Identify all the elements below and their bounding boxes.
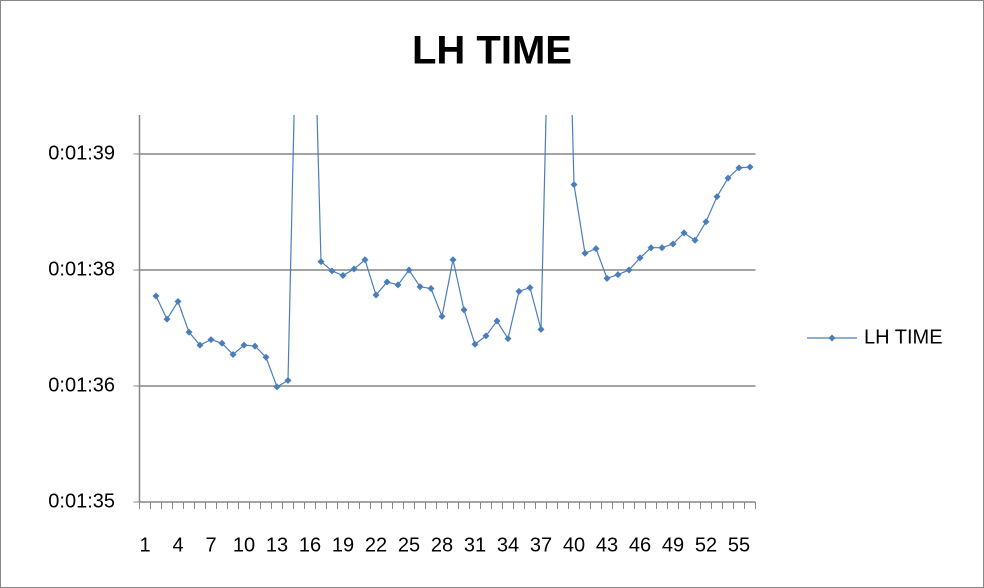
legend-marker: [828, 334, 836, 342]
data-point: [350, 265, 358, 273]
data-point: [471, 340, 479, 348]
y-tick-label: 0:01:39: [48, 142, 115, 164]
data-point: [570, 181, 578, 189]
data-point: [405, 266, 413, 274]
data-point: [207, 336, 215, 344]
data-point: [152, 292, 160, 300]
x-tick-label: 34: [497, 534, 519, 556]
data-point: [746, 163, 754, 171]
legend-label: LH TIME: [864, 326, 943, 348]
data-point: [493, 317, 501, 325]
x-tick-label: 46: [629, 534, 651, 556]
data-point: [482, 332, 490, 340]
data-point: [383, 278, 391, 286]
x-tick-label: 10: [233, 534, 255, 556]
data-point: [317, 258, 325, 266]
data-point: [251, 342, 259, 350]
data-point: [669, 240, 677, 248]
data-point: [163, 315, 171, 323]
x-tick-label: 52: [695, 534, 717, 556]
data-point: [438, 312, 446, 320]
data-point: [394, 281, 402, 289]
data-point: [603, 274, 611, 282]
plot-area: [152, 115, 754, 391]
data-point: [240, 341, 248, 349]
x-tick-label: 25: [398, 534, 420, 556]
y-tick-label: 0:01:38: [48, 258, 115, 280]
x-tick-label: 31: [464, 534, 486, 556]
data-point: [515, 287, 523, 295]
x-tick-label: 55: [728, 534, 750, 556]
data-point: [284, 376, 292, 384]
x-tick-label: 16: [299, 534, 321, 556]
y-tick-label: 0:01:36: [48, 374, 115, 396]
data-point: [229, 350, 237, 358]
data-point: [262, 353, 270, 361]
x-tick-label: 7: [205, 534, 216, 556]
data-point: [449, 256, 457, 264]
data-point: [581, 249, 589, 257]
data-point: [174, 298, 182, 306]
data-point: [702, 218, 710, 226]
x-tick-label: 1: [139, 534, 150, 556]
x-tick-label: 22: [365, 534, 387, 556]
data-point: [416, 283, 424, 291]
data-point: [460, 306, 468, 314]
y-tick-label: 0:01:35: [48, 490, 115, 512]
data-point: [636, 254, 644, 262]
data-point: [372, 291, 380, 299]
data-point: [273, 383, 281, 391]
data-point: [735, 164, 743, 172]
data-point: [504, 335, 512, 343]
data-point: [625, 266, 633, 274]
data-point: [537, 325, 545, 333]
data-point: [658, 244, 666, 252]
x-tick-label: 28: [431, 534, 453, 556]
data-point: [592, 245, 600, 253]
data-point: [647, 244, 655, 252]
x-tick-label: 40: [563, 534, 585, 556]
x-tick-label: 19: [332, 534, 354, 556]
data-point: [196, 341, 204, 349]
chart-title: LH TIME: [412, 29, 572, 73]
x-tick-label: 13: [266, 534, 288, 556]
data-point: [328, 267, 336, 275]
data-point: [713, 193, 721, 201]
x-tick-label: 4: [172, 534, 183, 556]
x-tick-label: 37: [530, 534, 552, 556]
x-tick-label: 49: [662, 534, 684, 556]
data-point: [185, 328, 193, 336]
data-point: [526, 284, 534, 292]
data-point: [614, 271, 622, 279]
data-point: [680, 229, 688, 237]
data-point: [691, 236, 699, 244]
data-point: [427, 285, 435, 293]
x-tick-label: 43: [596, 534, 618, 556]
data-point: [339, 272, 347, 280]
data-point: [218, 339, 226, 347]
data-point: [361, 256, 369, 264]
data-point: [724, 174, 732, 182]
